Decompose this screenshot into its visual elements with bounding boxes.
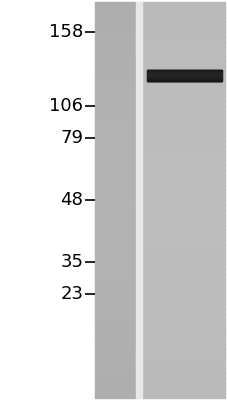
Bar [142,2,224,398]
Text: 79: 79 [60,129,83,147]
Text: 106: 106 [49,97,83,115]
Text: 23: 23 [60,285,83,303]
Text: 35: 35 [60,253,83,271]
Bar [94,2,135,398]
Text: 48: 48 [60,191,83,209]
Text: 158: 158 [49,23,83,41]
